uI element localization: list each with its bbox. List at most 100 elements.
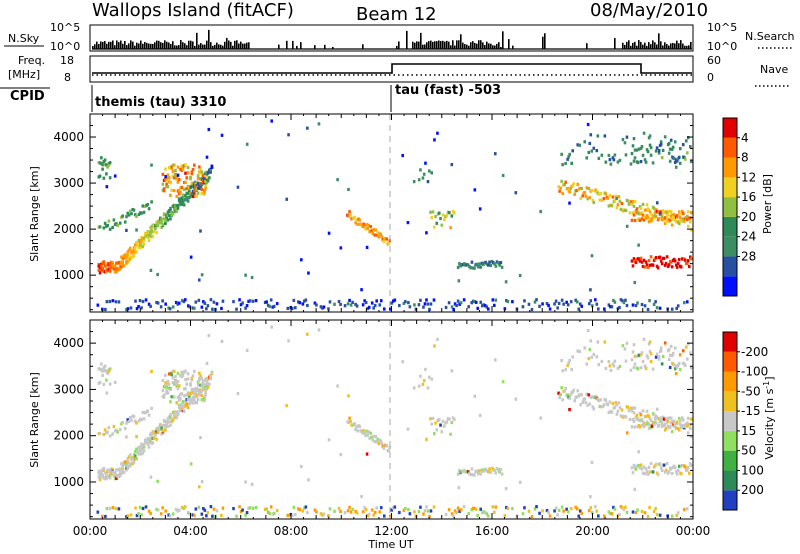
power-echo — [167, 306, 170, 310]
freq-label-2: [MHz] — [8, 68, 40, 81]
power-echo — [171, 305, 175, 309]
power-echo — [186, 304, 190, 308]
velocity-echo — [343, 511, 347, 515]
power-echo — [355, 218, 358, 222]
power-echo — [667, 209, 671, 214]
velocity-echo — [672, 419, 676, 423]
velocity-echo — [553, 509, 556, 513]
power-echo — [467, 305, 470, 309]
velocity-echo — [149, 439, 152, 443]
power-echo — [423, 302, 427, 306]
velocity-echo — [349, 420, 352, 424]
power-echo — [633, 218, 637, 223]
power-echo — [245, 304, 249, 308]
power-echo — [417, 303, 421, 307]
power-echo — [623, 141, 627, 145]
x-tick-label: 08:00 — [274, 524, 309, 538]
power-echo — [622, 300, 626, 305]
power-echo — [453, 211, 456, 215]
power-echo — [161, 172, 165, 176]
nsky-bar — [442, 40, 444, 49]
velocity-echo — [120, 471, 123, 476]
power-echo — [190, 192, 194, 196]
velocity-echo — [113, 380, 117, 384]
velocity-echo — [660, 424, 664, 428]
velocity-echo — [641, 471, 645, 475]
power-echo — [286, 306, 290, 311]
power-echo — [445, 213, 449, 218]
power-echo — [527, 302, 531, 306]
velocity-echo — [177, 508, 181, 512]
velocity-echo — [560, 358, 563, 363]
velocity-echo — [424, 367, 427, 372]
velocity-echo — [141, 447, 145, 451]
velocity-echo — [595, 355, 599, 359]
velocity-echo — [479, 507, 483, 511]
velocity-echo — [115, 468, 118, 472]
power-echo — [656, 266, 660, 270]
velocity-echo — [146, 442, 150, 446]
nave-tick-top: 60 — [707, 54, 721, 67]
power-echo — [180, 196, 184, 200]
velocity-echo — [272, 511, 276, 515]
power-echo — [548, 307, 552, 311]
power-echo — [155, 231, 158, 235]
power-echo — [108, 227, 112, 231]
power-echo — [677, 221, 681, 225]
velocity-echo — [569, 393, 572, 397]
power-echo — [265, 300, 268, 304]
power-echo — [363, 225, 366, 229]
power-echo — [671, 215, 675, 220]
velocity-echo — [501, 380, 505, 384]
velocity-echo — [673, 466, 677, 470]
velocity-echo — [453, 509, 457, 513]
velocity-echo — [354, 427, 357, 432]
power-echo — [630, 218, 634, 222]
power-colorbar-label: Power [dB] — [761, 174, 774, 234]
power-echo — [586, 197, 590, 201]
nsky-bar — [240, 41, 242, 49]
velocity-echo — [480, 511, 484, 515]
power-echo — [152, 229, 156, 234]
power-echo — [169, 217, 172, 221]
velocity-echo — [635, 413, 639, 417]
nsky-bar — [456, 40, 458, 49]
power-echo — [105, 185, 109, 189]
power-echo — [196, 174, 200, 178]
velocity-echo — [680, 426, 684, 430]
power-echo — [609, 305, 612, 309]
power-echo — [164, 177, 167, 181]
velocity-echo — [128, 415, 132, 420]
velocity-echo — [439, 423, 442, 427]
velocity-echo — [637, 464, 641, 468]
nsky-bar — [428, 41, 430, 49]
velocity-echo — [174, 380, 177, 384]
nsky-bar — [502, 31, 504, 49]
power-echo — [458, 302, 461, 306]
nsky-bar — [628, 40, 630, 49]
velocity-echo — [263, 507, 267, 511]
nsky-bar — [508, 39, 510, 49]
velocity-echo — [126, 514, 130, 518]
velocity-echo — [105, 391, 109, 395]
power-echo — [291, 306, 294, 311]
velocity-echo — [194, 391, 197, 395]
power-echo — [565, 300, 568, 304]
power-echo — [685, 300, 689, 304]
velocity-echo — [183, 505, 187, 509]
nsky-bar — [94, 44, 96, 49]
velocity-echo — [96, 510, 100, 514]
power-echo — [479, 300, 483, 304]
power-echo — [108, 263, 112, 267]
velocity-echo — [136, 450, 140, 455]
velocity-echo — [100, 362, 103, 366]
velocity-echo — [370, 508, 374, 512]
power-echo — [498, 263, 501, 267]
velocity-echo — [645, 409, 649, 413]
power-echo — [200, 305, 204, 309]
power-echo — [521, 305, 525, 309]
power-echo — [239, 303, 243, 307]
power-echo — [640, 260, 644, 264]
power-echo — [653, 210, 657, 214]
nsky-bar — [180, 40, 182, 49]
